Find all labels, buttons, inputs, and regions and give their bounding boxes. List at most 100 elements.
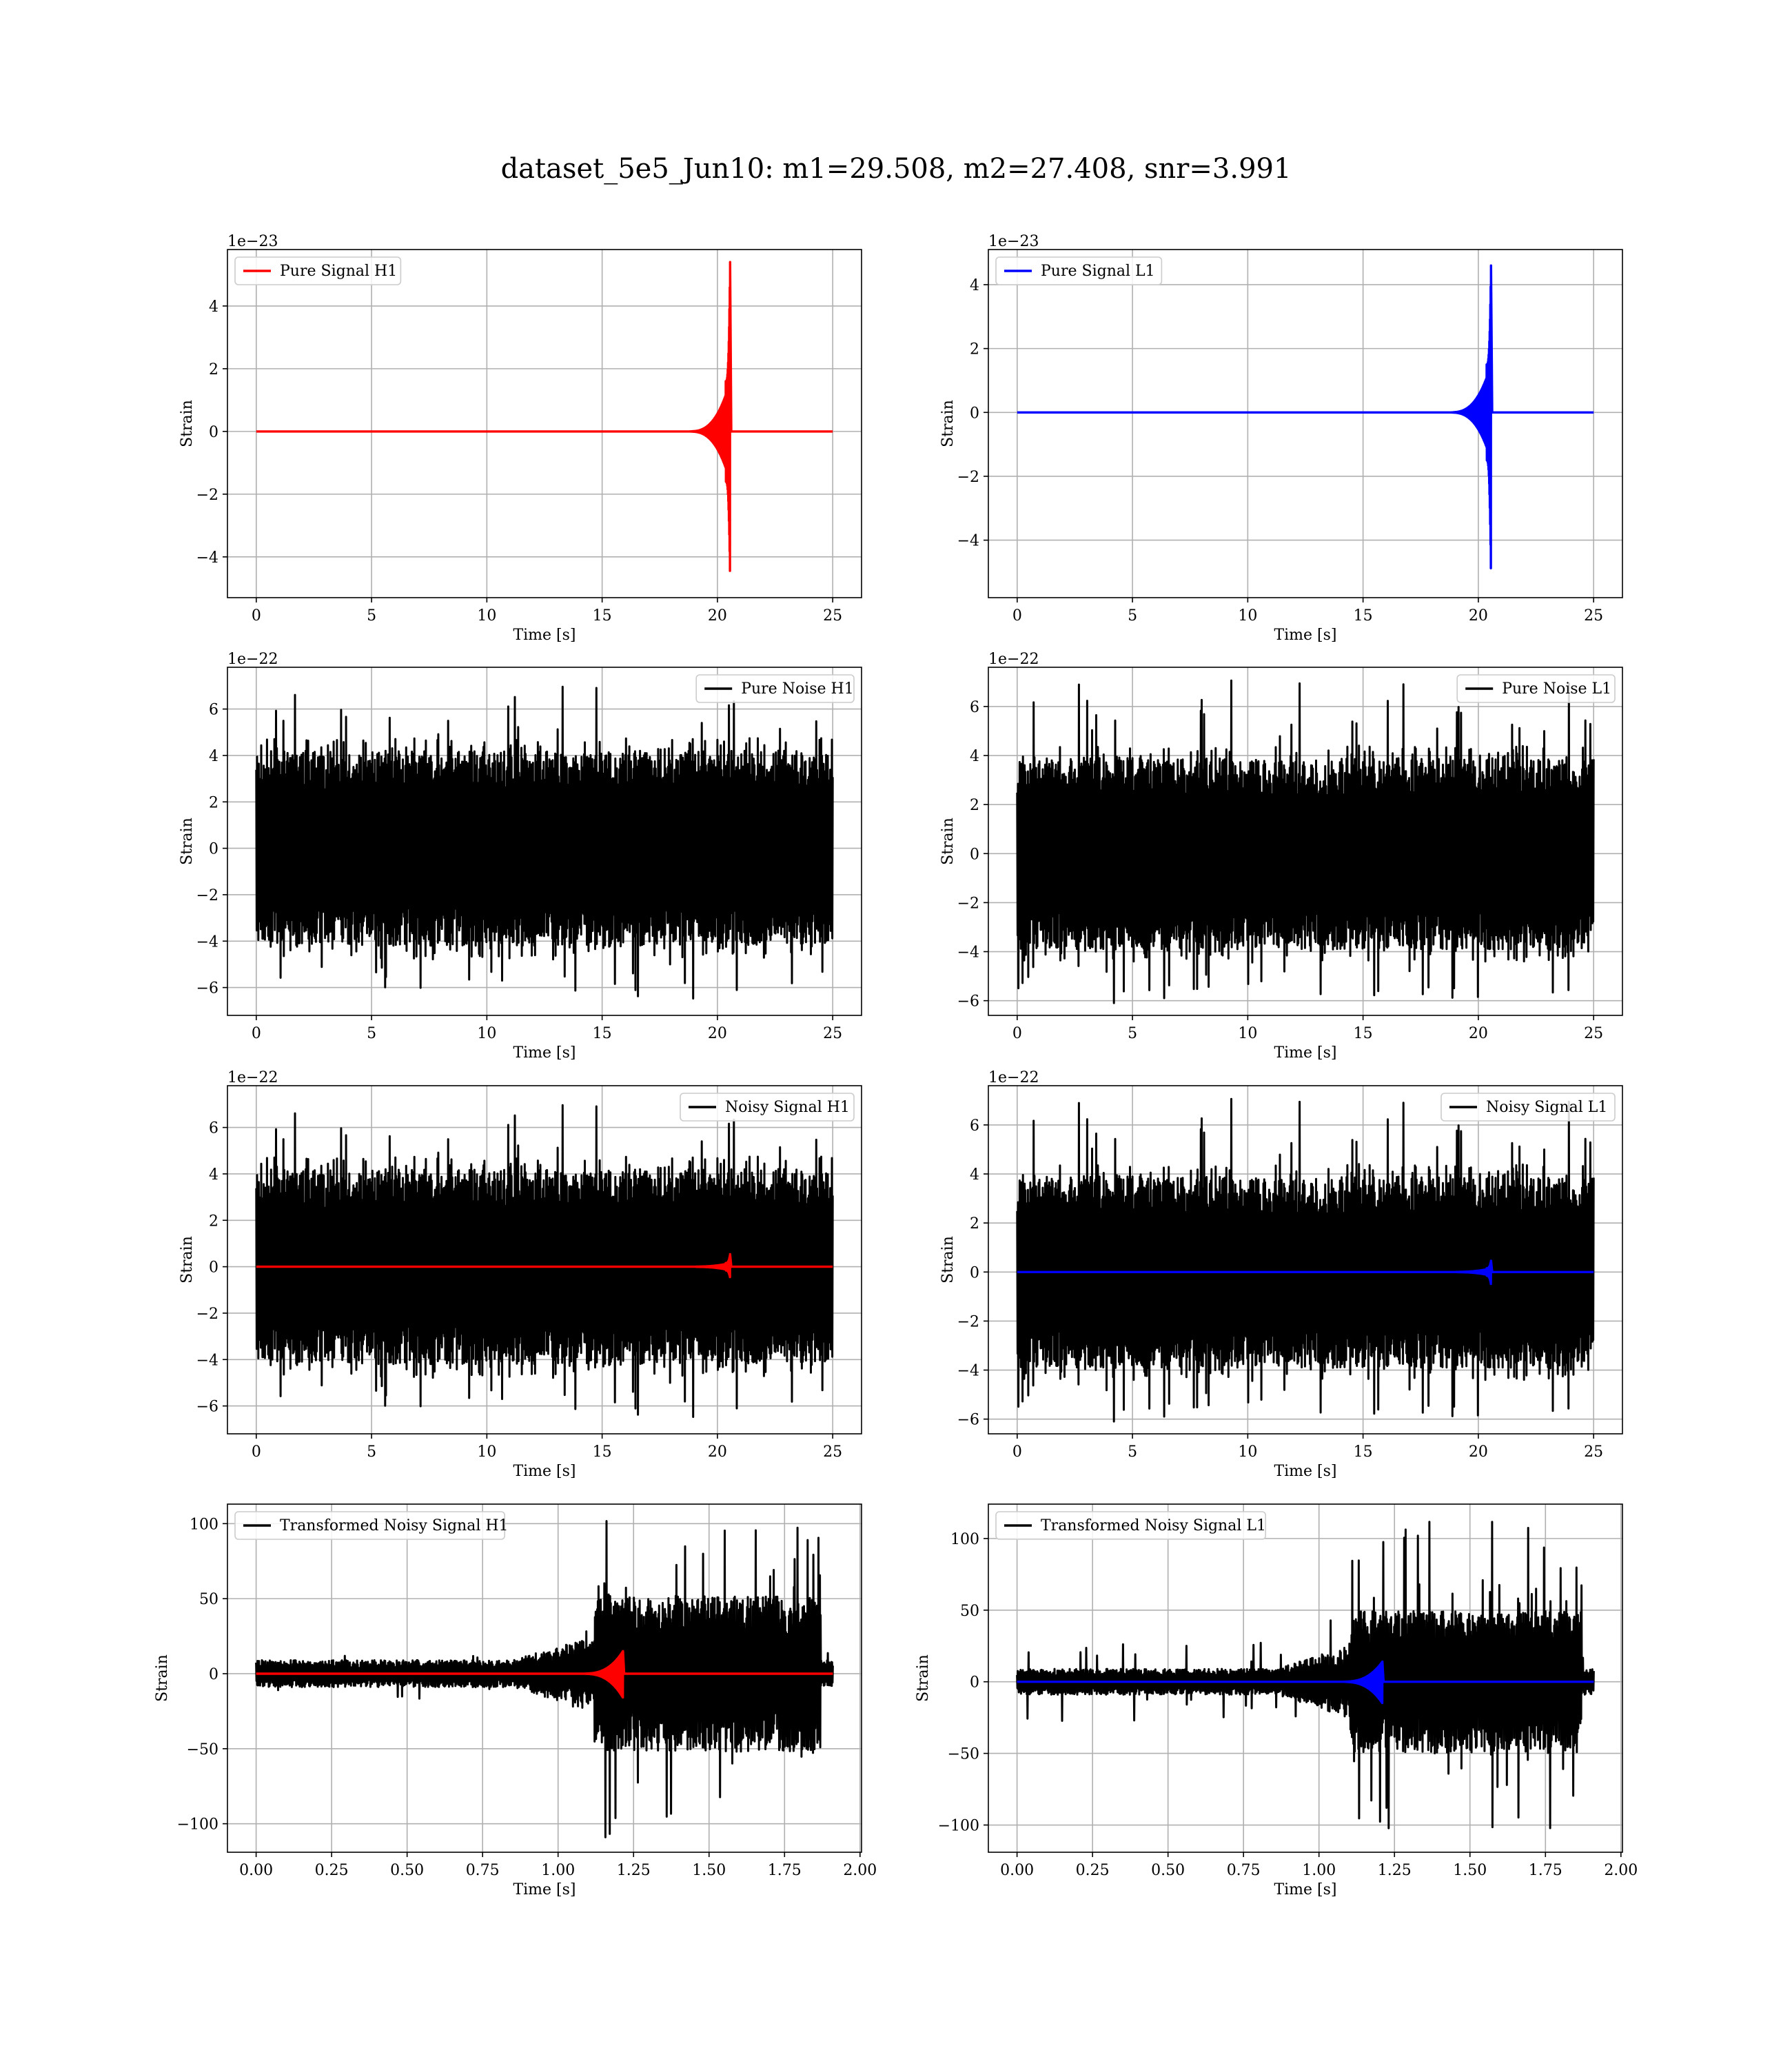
x-tick-label: 15 [1354,1025,1373,1042]
axis-offset-text: 1e−22 [227,1069,278,1086]
legend-box [695,674,855,703]
pure-noise-l1-series-group [1016,679,1595,1004]
pure-noise-h1-legend: Pure Noise H1 [695,674,855,703]
y-tick-label: 2 [970,1215,979,1233]
transformed-noisy-signal-l1-legend: Transformed Noisy Signal L1 [995,1511,1267,1540]
x-tick-label: 10 [1238,607,1257,625]
x-tick-label: 5 [367,607,376,625]
x-tick-label: 0 [1012,1443,1022,1461]
pure-signal-l1-axes: 0 5 10 15 20 25 −4 −2 0 2 4 Time [s] Strain 1e−23Pure… [939,233,1623,644]
x-tick-label: 2.00 [843,1862,877,1879]
x-tick-label: 0 [1012,1025,1022,1042]
x-axis-label: Time [s] [513,1044,576,1062]
y-tick-label: −6 [196,980,218,997]
legend-box [680,1093,855,1122]
y-tick-label: 6 [970,699,979,716]
x-tick-label: 0.00 [1000,1862,1034,1879]
transformed-noisy-signal-l1-series-2 [1017,1660,1594,1705]
pure-signal-h1-series-1 [256,261,833,572]
y-tick-label: 0 [209,1666,218,1683]
noisy-signal-h1-frame [227,1085,862,1435]
y-tick-label: 100 [190,1516,218,1533]
pure-signal-h1-series-group [256,261,833,572]
y-axis-label: Strain [154,1654,171,1702]
y-tick-label: −4 [957,1363,979,1380]
noisy-signal-l1-frame [988,1085,1623,1435]
x-tick-label: 25 [823,1025,842,1042]
y-tick-label: 2 [209,794,218,811]
legend-label: Noisy Signal H1 [725,1099,850,1116]
axis-offset-text: 1e−23 [988,233,1039,250]
y-tick-label: −2 [957,895,979,912]
x-tick-label: 20 [708,1443,727,1461]
legend-label: Noisy Signal L1 [1486,1099,1607,1116]
transformed-noisy-signal-l1-axes: 0.00 0.25 0.50 0.75 1.00 1.25 1.50 1.75 2.00 −100… [915,1503,1638,1898]
x-tick-label: 15 [1354,607,1373,625]
y-tick-label: 0 [209,841,218,858]
figure-title: dataset_5e5_Jun10: m1=29.508, m2=27.408,… [500,153,1292,185]
x-axis-label: Time [s] [1274,627,1336,644]
x-tick-label: 0 [1012,607,1022,625]
x-axis-label: Time [s] [513,1881,576,1898]
x-tick-label: 0.50 [1151,1862,1185,1879]
y-tick-label: 50 [960,1603,979,1620]
y-tick-label: −2 [196,1306,218,1323]
x-tick-label: 0.00 [239,1862,273,1879]
x-tick-label: 0 [252,1443,261,1461]
y-tick-label: 6 [970,1117,979,1135]
noisy-signal-l1-series-1 [1016,1097,1595,1423]
legend-box [1456,674,1616,703]
pure-signal-l1-legend: Pure Signal L1 [995,256,1163,285]
x-tick-label: 1.00 [541,1862,575,1879]
y-axis-label: Strain [179,1236,196,1284]
noisy-signal-h1-series-2 [256,1253,833,1279]
transformed-noisy-signal-h1-series-2 [256,1650,833,1699]
y-tick-label: 2 [970,797,979,814]
y-tick-label: 0 [209,424,218,441]
x-tick-label: 1.25 [1378,1862,1412,1879]
y-axis-label: Strain [915,1654,932,1702]
noisy-signal-l1-series-group [1016,1097,1595,1423]
y-tick-label: 0 [970,1264,979,1281]
y-tick-label: −4 [957,944,979,962]
axis-offset-text: 1e−22 [988,1069,1039,1086]
y-axis-label: Strain [179,818,196,865]
x-tick-label: 5 [1128,1025,1137,1042]
y-tick-label: −50 [948,1746,979,1763]
y-tick-label: −6 [957,1412,979,1429]
y-tick-label: −4 [196,933,218,951]
noisy-signal-h1-axes: 0 5 10 15 20 25 −6 −4 −2 0 2 4 6 Time [s] Strain 1e−22 N… [179,1069,862,1480]
y-tick-label: −50 [187,1741,218,1758]
legend-label: Pure Noise L1 [1502,680,1611,698]
x-tick-label: 1.50 [1453,1862,1487,1879]
x-tick-label: 10 [477,1443,496,1461]
legend-label: Pure Signal H1 [280,263,397,280]
y-tick-label: 4 [209,1166,218,1184]
pure-signal-l1-frame [988,249,1623,598]
x-tick-label: 1.75 [1529,1862,1562,1879]
y-tick-label: 2 [209,361,218,378]
y-tick-label: −6 [196,1399,218,1416]
x-tick-label: 25 [823,1443,842,1461]
x-tick-label: 20 [1469,607,1488,625]
y-tick-label: −4 [196,1352,218,1369]
x-tick-label: 20 [708,1025,727,1042]
pure-signal-h1-axes: 0 5 10 15 20 25 −4 −2 0 2 4 Time [s] Strain 1e−23Pure… [179,233,862,644]
y-tick-label: −6 [957,993,979,1011]
x-tick-label: 5 [367,1025,376,1042]
y-tick-label: −4 [957,533,979,550]
noisy-signal-l1-legend: Noisy Signal L1 [1440,1093,1616,1122]
x-tick-label: 25 [1584,607,1603,625]
noisy-signal-h1-series-group [255,1104,834,1418]
x-tick-label: 15 [593,1025,612,1042]
x-tick-label: 10 [477,1025,496,1042]
y-tick-label: −100 [938,1818,979,1835]
y-tick-label: 4 [970,748,979,765]
y-tick-label: −2 [196,887,218,904]
pure-noise-l1-legend: Pure Noise L1 [1456,674,1616,703]
x-tick-label: 2.00 [1604,1862,1638,1879]
x-tick-label: 20 [1469,1025,1488,1042]
x-axis-label: Time [s] [1274,1463,1336,1480]
